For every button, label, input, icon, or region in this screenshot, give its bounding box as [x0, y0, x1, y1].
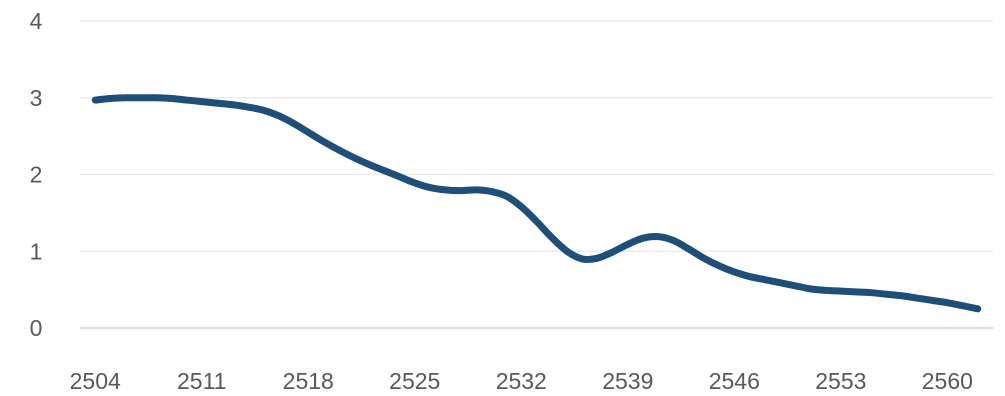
data-point-2527	[442, 186, 449, 193]
x-tick-label-2518: 2518	[283, 368, 334, 394]
data-point-2543	[685, 245, 692, 252]
x-axis-tick-labels: 2504 2511 2518 2525 2532 2539 2546 2553 2560	[70, 368, 973, 394]
y-tick-label-1: 1	[30, 238, 43, 264]
data-point-2515	[259, 107, 266, 114]
y-axis-tick-labels: 0 1 2 3 4	[30, 8, 43, 341]
x-tick-label-2553: 2553	[815, 368, 866, 394]
data-point-2507	[137, 94, 144, 101]
data-point-2516	[274, 112, 281, 119]
data-point-2526	[426, 184, 433, 191]
data-point-2542	[670, 237, 677, 244]
data-point-2557	[898, 292, 905, 299]
data-point-2530	[487, 188, 494, 195]
data-point-2511	[198, 98, 205, 105]
x-tick-label-2504: 2504	[70, 368, 121, 394]
data-point-2532	[518, 203, 525, 210]
data-point-2520	[335, 146, 342, 153]
data-point-2551	[807, 285, 814, 292]
data-point-2534	[548, 234, 555, 241]
gridlines	[80, 20, 993, 329]
data-point-2533	[533, 218, 540, 225]
data-point-2509	[168, 95, 175, 102]
data-point-2552	[822, 287, 829, 294]
data-point-2545	[716, 262, 723, 269]
data-point-2528	[457, 187, 464, 194]
data-point-2508	[153, 94, 160, 101]
data-point-2544	[700, 255, 707, 262]
x-tick-label-2532: 2532	[496, 368, 547, 394]
data-point-2536	[579, 255, 586, 262]
data-point-2547	[746, 273, 753, 280]
data-point-2525	[411, 179, 418, 186]
data-point-2504	[92, 97, 99, 104]
x-tick-label-2560: 2560	[922, 368, 973, 394]
data-point-2524	[396, 173, 403, 180]
data-point-2550	[792, 282, 799, 289]
data-point-2537	[594, 255, 601, 262]
data-point-2561	[959, 302, 966, 309]
y-tick-label-3: 3	[30, 85, 43, 111]
y-tick-label-0: 0	[30, 315, 43, 341]
x-tick-label-2525: 2525	[389, 368, 440, 394]
data-point-2548	[761, 276, 768, 283]
data-point-2514	[244, 103, 251, 110]
x-tick-label-2546: 2546	[709, 368, 760, 394]
data-point-2519	[320, 138, 327, 145]
data-point-2559	[929, 297, 936, 304]
data-point-2555	[868, 289, 875, 296]
data-point-2535	[563, 248, 570, 255]
data-point-2538	[609, 249, 616, 256]
data-point-2523	[381, 167, 388, 174]
y-tick-label-2: 2	[30, 162, 43, 188]
data-point-2553	[837, 288, 844, 295]
x-tick-label-2511: 2511	[177, 368, 226, 394]
data-point-2518	[305, 129, 312, 136]
series-group	[91, 94, 982, 313]
data-point-2546	[731, 268, 738, 275]
data-point-2539	[624, 241, 631, 248]
data-point-2521	[350, 154, 357, 161]
data-point-2562	[974, 305, 981, 312]
data-point-2556	[883, 291, 890, 298]
data-point-2510	[183, 97, 190, 104]
series-line-0	[91, 94, 982, 313]
data-point-2554	[853, 288, 860, 295]
data-point-2512	[213, 100, 220, 107]
data-point-2558	[913, 295, 920, 302]
data-point-2522	[366, 161, 373, 168]
data-point-2505	[107, 95, 114, 102]
data-point-2529	[472, 186, 479, 193]
data-point-2540	[640, 235, 647, 242]
data-point-2531	[503, 192, 510, 199]
data-point-2517	[290, 120, 297, 127]
data-point-2549	[776, 279, 783, 286]
data-point-2513	[229, 101, 236, 108]
data-point-2560	[944, 299, 951, 306]
y-tick-label-4: 4	[30, 8, 43, 34]
data-point-2506	[122, 94, 129, 101]
x-tick-label-2539: 2539	[602, 368, 653, 394]
data-point-2541	[655, 233, 662, 240]
